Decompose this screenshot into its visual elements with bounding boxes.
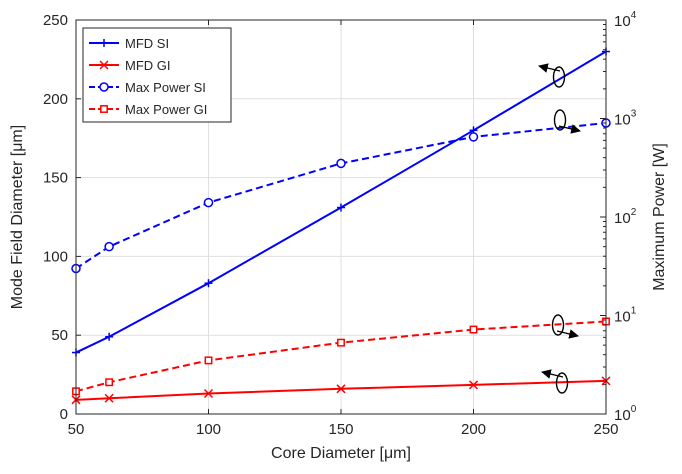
y-tick-label-right: 101: [614, 306, 637, 326]
legend-label: Max Power SI: [125, 80, 206, 95]
plus-marker: [100, 39, 108, 47]
square-marker: [105, 378, 114, 387]
x-marker: [99, 60, 109, 70]
plus-marker: [105, 332, 114, 341]
series-line-mfd-si: [76, 50, 606, 354]
y-tick-label-right: 104: [614, 10, 637, 30]
y-tick-label-left: 200: [43, 91, 68, 108]
y-tick-label-left: 100: [43, 248, 68, 265]
x-tick-label: 50: [68, 421, 85, 438]
x-tick-label: 200: [461, 421, 486, 438]
y-tick-label-left: 150: [43, 170, 68, 187]
x-marker: [468, 380, 479, 390]
legend-entry-mfd-gi: MFD GI: [89, 58, 171, 73]
series-line-max-power-si: [76, 122, 606, 270]
series-layer: [71, 47, 611, 405]
x-marker: [336, 384, 346, 394]
y-tick-label-right: 100: [614, 404, 637, 424]
circle-marker: [336, 158, 346, 169]
x-marker: [104, 393, 114, 403]
plus-marker: [337, 203, 345, 212]
legend-label: MFD GI: [125, 58, 171, 73]
legend: MFD SI MFD GI Max Power SI Max Power GI: [82, 27, 232, 123]
legend-label: Max Power GI: [125, 102, 207, 117]
square-marker: [337, 338, 345, 347]
circle-marker: [468, 132, 479, 142]
legend-label: MFD SI: [125, 36, 169, 51]
tick-labels: 50 100 150 200 25005010015020025010010110210…: [43, 10, 637, 438]
arrow-indicator-power-si: [553, 109, 581, 134]
y-tick-label-left: 0: [60, 406, 68, 423]
legend-entry-max-power-gi: Max Power GI: [89, 102, 207, 117]
x-marker: [203, 388, 214, 399]
series-mfd-gi: [71, 376, 611, 405]
circle-marker: [99, 82, 109, 92]
square-marker: [469, 325, 478, 334]
square-marker: [100, 105, 108, 113]
x-axis-label: Core Diameter [μm]: [271, 445, 411, 462]
x-tick-label: 250: [593, 421, 618, 438]
y-tick-label-right: 103: [614, 109, 637, 129]
x-tick-label: 150: [328, 421, 353, 438]
series-line-mfd-gi: [76, 379, 606, 401]
x-tick-label: 100: [196, 421, 221, 438]
y-axis-label-left: Mode Field Diameter [μm]: [9, 125, 26, 309]
series-line-max-power-gi: [76, 320, 606, 393]
circle-marker: [203, 197, 214, 208]
y-tick-label-left: 50: [51, 327, 68, 344]
arrow-indicator-mfd-gi: [541, 369, 569, 394]
legend-entry-max-power-si: Max Power SI: [89, 80, 206, 95]
y-tick-label-left: 250: [43, 12, 68, 29]
y-tick-label-right: 102: [614, 207, 637, 227]
square-marker: [204, 356, 213, 365]
arrow-indicator-mfd-si: [538, 63, 566, 88]
arrow-indicator-power-gi: [551, 314, 579, 339]
y-axis-label-right: Maximum Power [W]: [651, 143, 668, 291]
axis-indicator-arrows: [538, 63, 581, 394]
circle-marker: [104, 241, 114, 252]
legend-entry-mfd-si: MFD SI: [89, 36, 169, 51]
plus-marker: [204, 279, 213, 288]
